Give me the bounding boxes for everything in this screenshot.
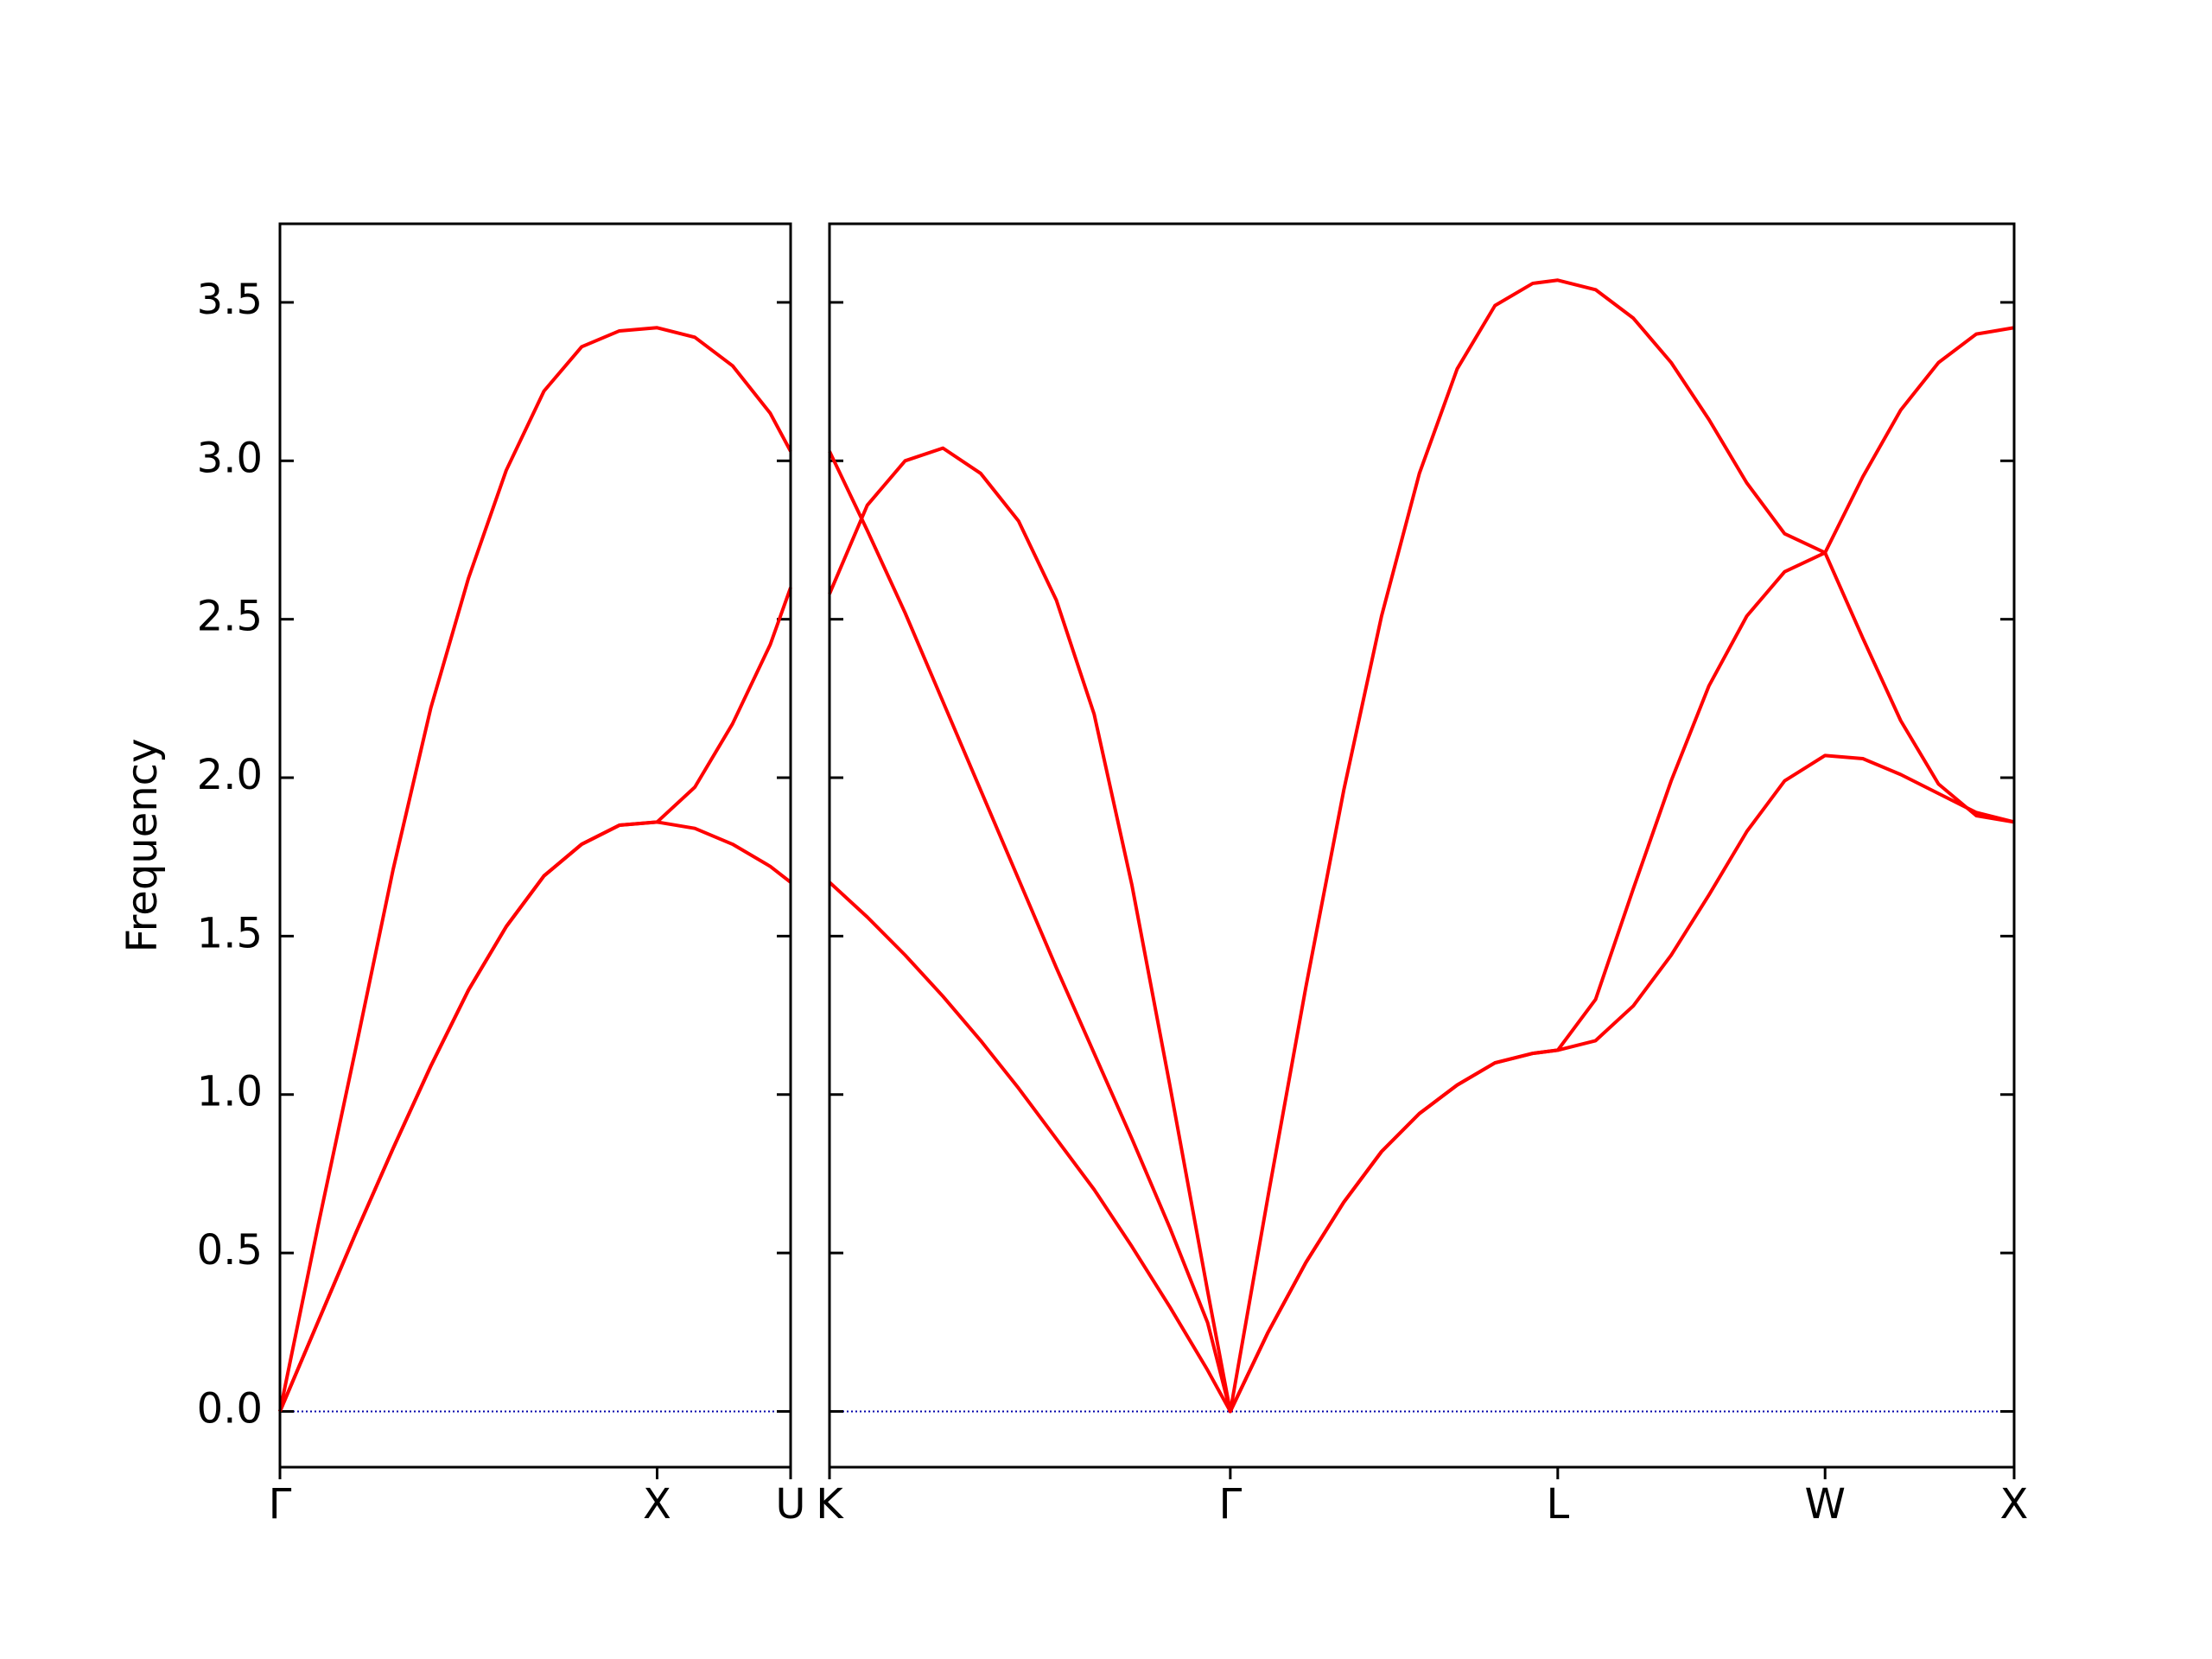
x-tick-label: Γ (1218, 1480, 1242, 1529)
band-line (278, 326, 792, 1412)
x-tick-label: X (2000, 1480, 2029, 1529)
axes-frame (828, 222, 2016, 1469)
x-tick-label: K (816, 1480, 844, 1529)
axes-frame (278, 222, 792, 1469)
x-tick-label: X (643, 1480, 671, 1529)
band-line (828, 278, 2015, 1414)
y-tick-label: 2.0 (197, 751, 263, 799)
y-tick-label: 2.5 (197, 593, 263, 641)
x-tick-label: U (775, 1480, 805, 1529)
x-tick-label: L (1546, 1480, 1569, 1529)
band-line (278, 587, 792, 1413)
y-tick-label: 1.5 (197, 909, 263, 957)
y-axis-label: Frequency (118, 739, 167, 953)
y-tick-label: 0.5 (197, 1226, 263, 1274)
y-tick-label: 0.0 (197, 1384, 263, 1433)
y-tick-label: 3.5 (197, 276, 263, 324)
y-tick-label: 3.0 (197, 434, 263, 482)
x-tick-label: W (1804, 1480, 1845, 1529)
x-tick-label: Γ (269, 1480, 292, 1529)
band-line (828, 450, 2015, 1414)
y-tick-label: 1.0 (197, 1068, 263, 1116)
